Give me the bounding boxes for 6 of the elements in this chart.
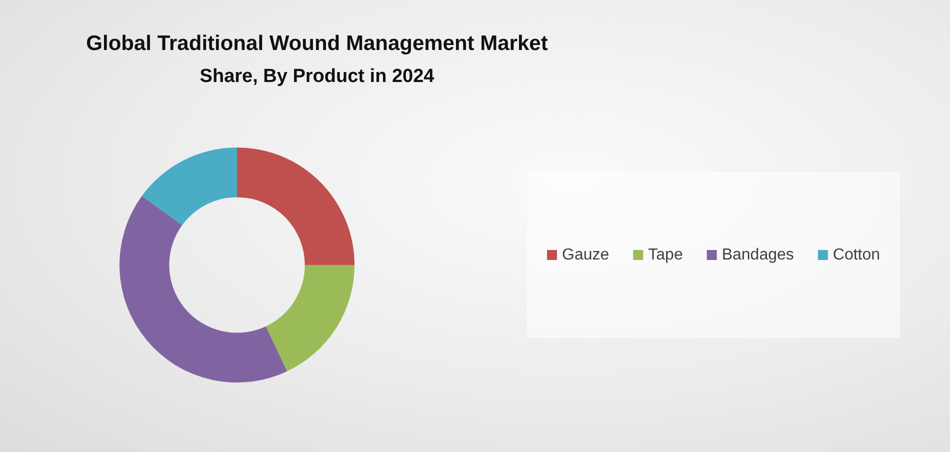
legend-label: Tape	[648, 246, 683, 264]
chart-subtitle: Share, By Product in 2024	[200, 66, 435, 87]
legend-label: Cotton	[832, 246, 880, 264]
legend-label: Bandages	[722, 246, 794, 264]
chart-title: Global Traditional Wound Management Market	[86, 32, 548, 55]
legend-label: Gauze	[562, 246, 610, 264]
